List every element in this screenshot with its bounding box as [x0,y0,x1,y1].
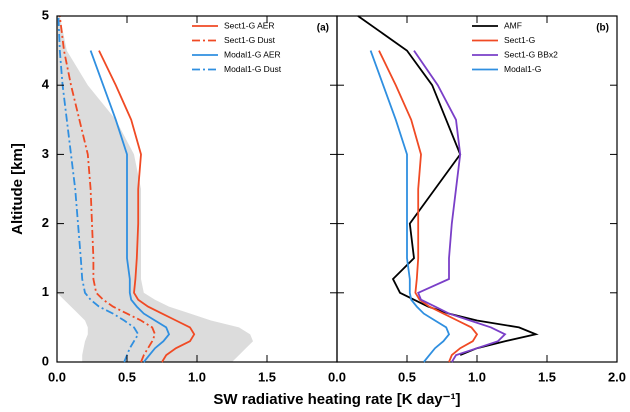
y-tick-label: 3 [42,146,49,161]
profile-line [58,15,156,363]
profile-line [357,15,539,356]
legend-label: Sect1-G BBx2 [504,49,558,59]
legend-label: Modal1-G [504,64,541,74]
legend-label: Sect1-G Dust [224,35,276,45]
x-tick-label: 2.0 [608,369,626,384]
profile-line [89,50,171,363]
range-band [57,16,253,362]
profile-line [413,50,507,363]
x-axis-label: SW radiative heating rate [K day⁻¹] [213,391,460,408]
profile-line [98,50,196,363]
legend-label: Sect1-G AER [224,20,275,30]
x-tick-label: 1.5 [538,369,556,384]
profile-line [57,15,140,363]
y-tick-label: 5 [42,7,49,22]
x-tick-label: 1.5 [258,369,276,384]
x-tick-label: 0.5 [398,369,416,384]
y-tick-label: 0 [42,353,49,368]
profile-line [378,50,479,363]
panel-label: (b) [596,23,609,34]
y-tick-label: 2 [42,215,49,230]
y-tick-label: 4 [42,77,50,92]
plot-frame [336,15,618,363]
x-tick-label: 0.5 [118,369,136,384]
x-tick-label: 1.0 [188,369,206,384]
x-tick-label: 0.0 [328,369,346,384]
profile-line [369,50,451,363]
legend-label: AMF [504,20,522,30]
y-axis-label: Altitude [km] [9,143,26,235]
x-tick-label: 0.0 [48,369,66,384]
panel-label: (a) [317,23,329,34]
x-tick-label: 1.0 [468,369,486,384]
legend-label: Modal1-G AER [224,49,281,59]
legend-label: Sect1-G [504,35,535,45]
legend-label: Modal1-G Dust [224,64,282,74]
y-tick-label: 1 [42,284,49,299]
